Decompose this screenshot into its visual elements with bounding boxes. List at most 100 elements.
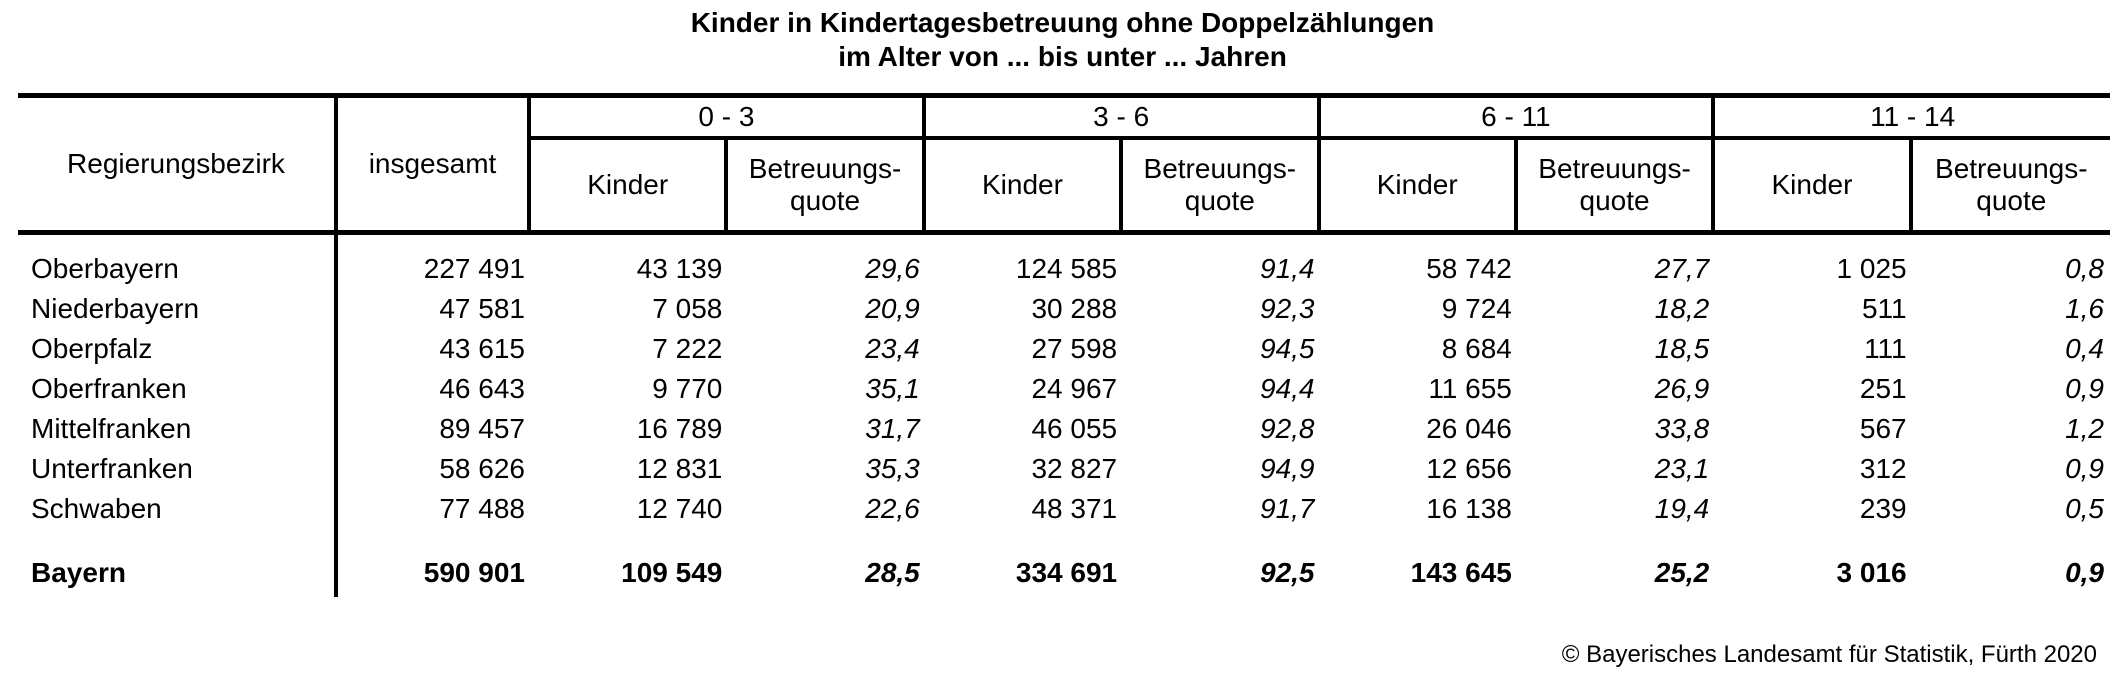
column-divider-line	[334, 235, 338, 597]
quote-0-3-value: 28,5	[865, 557, 920, 588]
kinder-0-3-value: 9 770	[652, 373, 723, 404]
kinder-6-11-value: 9 724	[1441, 293, 1512, 324]
quote-0-3-value: 23,4	[865, 333, 920, 364]
quote-0-3-value: 22,6	[865, 493, 920, 524]
quote-6-11-value: 23,1	[1654, 453, 1710, 484]
age-group-header-0-3: 0 - 3	[531, 98, 926, 140]
sub-header-quote-6-11: Betreuungs- quote	[1518, 140, 1716, 230]
table-row: Schwaben 77 488 12 740 22,6 48 371 91,7 …	[18, 489, 2110, 529]
kinder-11-14-value: 3 016	[1836, 557, 1907, 588]
kinder-0-3-value: 12 831	[636, 453, 723, 484]
quote-6-11-value: 27,7	[1654, 253, 1710, 284]
kinder-11-14-value: 251	[1859, 373, 1907, 404]
quote-11-14-value: 0,8	[2065, 253, 2104, 284]
quote-3-6-value: 92,8	[1260, 413, 1315, 444]
sub-header-kinder-3-6: Kinder	[926, 140, 1124, 230]
quote-6-11-value: 18,5	[1654, 333, 1710, 364]
table-header: Regierungsbezirk insgesamt 0 - 3 3 - 6 6…	[18, 93, 2110, 235]
quote-3-6-value: 94,9	[1260, 453, 1315, 484]
kinder-11-14-value: 111	[1864, 333, 1907, 364]
quote-0-3-value: 20,9	[865, 293, 920, 324]
kinder-6-11-value: 58 742	[1426, 253, 1512, 284]
kinder-11-14-value: 312	[1859, 453, 1907, 484]
kinder-6-11-value: 143 645	[1410, 557, 1512, 588]
title-line-1: Kinder in Kindertagesbetreuung ohne Dopp…	[690, 7, 1435, 38]
kinder-11-14-value: 239	[1859, 493, 1907, 524]
quote-6-11-value: 18,2	[1654, 293, 1710, 324]
title-line-2: im Alter von ... bis unter ... Jahren	[838, 41, 1287, 72]
quote-0-3-value: 31,7	[865, 413, 920, 444]
quote-11-14-value: 0,4	[2065, 333, 2104, 364]
quote-6-11-value: 26,9	[1654, 373, 1710, 404]
quote-3-6-value: 94,5	[1260, 333, 1315, 364]
region-name: Unterfranken	[31, 453, 193, 484]
table-row: Mittelfranken 89 457 16 789 31,7 46 055 …	[18, 409, 2110, 449]
kinder-11-14-value: 1 025	[1836, 253, 1907, 284]
sub-header-quote-3-6: Betreuungs- quote	[1123, 140, 1321, 230]
kinder-3-6-value: 30 288	[1031, 293, 1118, 324]
region-name: Oberfranken	[31, 373, 187, 404]
kinder-6-11-value: 12 656	[1426, 453, 1512, 484]
quote-6-11-value: 19,4	[1654, 493, 1710, 524]
col-header-regierungsbezirk: Regierungsbezirk	[18, 98, 338, 230]
kinder-0-3-value: 43 139	[636, 253, 723, 284]
sub-header-quote-11-14: Betreuungs- quote	[1935, 153, 2088, 216]
sub-header-quote-0-3: Betreuungs- quote	[728, 140, 926, 230]
insgesamt-value: 46 643	[439, 373, 525, 404]
quote-3-6-value: 92,5	[1260, 557, 1315, 588]
kinder-6-11-value: 16 138	[1426, 493, 1512, 524]
quote-0-3-value: 35,3	[865, 453, 920, 484]
age-group-header-11-14: 11 - 14	[1715, 98, 2110, 140]
kinder-3-6-value: 334 691	[1015, 557, 1118, 588]
quote-11-14-value: 0,5	[2065, 493, 2104, 524]
sub-header-kinder-0-3: Kinder	[531, 140, 729, 230]
kinder-3-6-value: 124 585	[1015, 253, 1118, 284]
total-row: Bayern 590 901 109 549 28,5 334 691 92,5…	[18, 553, 2110, 593]
sub-header-kinder-6-11: Kinder	[1321, 140, 1518, 230]
quote-3-6-value: 91,4	[1260, 253, 1315, 284]
kinder-0-3-value: 7 058	[652, 293, 723, 324]
quote-11-14-value: 1,2	[2065, 413, 2104, 444]
quote-3-6-value: 91,7	[1260, 493, 1315, 524]
kinder-0-3-value: 109 549	[621, 557, 723, 588]
insgesamt-value: 47 581	[439, 293, 525, 324]
insgesamt-value: 43 615	[439, 333, 525, 364]
insgesamt-value: 77 488	[439, 493, 525, 524]
kinder-0-3-value: 7 222	[652, 333, 723, 364]
region-name: Mittelfranken	[31, 413, 192, 444]
region-name: Schwaben	[31, 493, 162, 524]
row-spacer	[18, 529, 2110, 553]
age-group-header-6-11: 6 - 11	[1320, 98, 1716, 140]
insgesamt-value: 590 901	[423, 557, 525, 588]
table-row: Oberfranken 46 643 9 770 35,1 24 967 94,…	[18, 369, 2110, 409]
col-header-insgesamt: insgesamt	[338, 98, 531, 230]
quote-11-14-value: 0,9	[2065, 557, 2104, 588]
kinder-3-6-value: 27 598	[1031, 333, 1118, 364]
age-group-header-3-6: 3 - 6	[925, 98, 1321, 140]
table-body: Oberbayern 227 491 43 139 29,6 124 585 9…	[18, 235, 2110, 597]
kinder-11-14-value: 567	[1859, 413, 1907, 444]
table-row: Oberbayern 227 491 43 139 29,6 124 585 9…	[18, 249, 2110, 289]
copyright-note: © Bayerisches Landesamt für Statistik, F…	[1561, 641, 2097, 668]
region-name: Bayern	[31, 557, 126, 588]
region-name: Niederbayern	[31, 293, 200, 324]
table-row: Niederbayern 47 581 7 058 20,9 30 288 92…	[18, 289, 2110, 329]
quote-11-14-value: 0,9	[2065, 373, 2104, 404]
quote-6-11-value: 25,2	[1654, 557, 1710, 588]
region-name: Oberbayern	[31, 253, 179, 284]
kinder-6-11-value: 26 046	[1426, 413, 1512, 444]
region-name: Oberpfalz	[31, 333, 153, 364]
insgesamt-value: 89 457	[439, 413, 525, 444]
quote-0-3-value: 35,1	[865, 373, 920, 404]
quote-6-11-value: 33,8	[1654, 413, 1710, 444]
kinder-11-14-value: 511	[1861, 293, 1907, 324]
insgesamt-value: 227 491	[423, 253, 525, 284]
quote-3-6-value: 92,3	[1260, 293, 1315, 324]
kinder-3-6-value: 48 371	[1031, 493, 1118, 524]
kinder-3-6-value: 24 967	[1031, 373, 1118, 404]
quote-11-14-value: 1,6	[2065, 293, 2104, 324]
quote-3-6-value: 94,4	[1260, 373, 1315, 404]
kinder-0-3-value: 16 789	[636, 413, 723, 444]
statistics-table: Regierungsbezirk insgesamt 0 - 3 3 - 6 6…	[18, 93, 2110, 597]
